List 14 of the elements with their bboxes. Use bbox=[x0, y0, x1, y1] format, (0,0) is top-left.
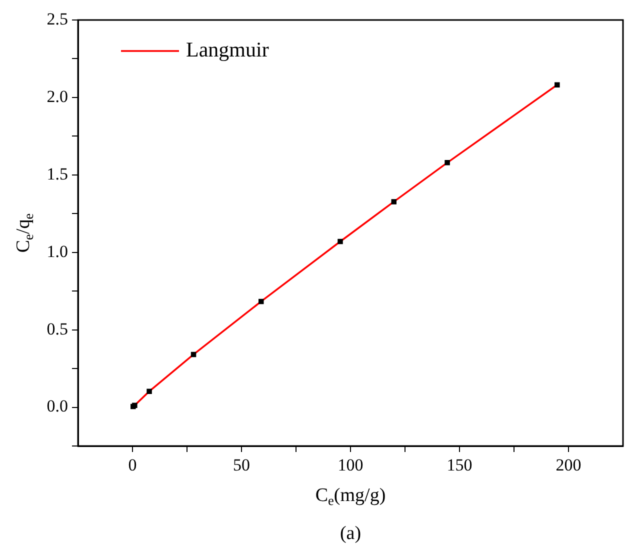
x-tick-label: 50 bbox=[233, 456, 250, 475]
y-tick-label: 2.5 bbox=[46, 9, 68, 28]
y-tick-label: 0.5 bbox=[46, 319, 68, 338]
x-tick-label: 100 bbox=[338, 456, 364, 475]
x-tick-label: 0 bbox=[128, 456, 137, 475]
text: 0.0 bbox=[46, 396, 68, 416]
y-tick-label: 1.5 bbox=[46, 164, 68, 184]
text: (a) bbox=[340, 522, 362, 544]
legend-label: Langmuir bbox=[186, 38, 269, 62]
y-axis-title: Ce/qe bbox=[12, 213, 36, 253]
x-tick-label: 150 bbox=[446, 456, 472, 475]
y-tick-label: 2.0 bbox=[46, 86, 68, 106]
y-tick-label: 1.0 bbox=[46, 242, 68, 261]
x-tick-label: 200 bbox=[556, 456, 582, 475]
